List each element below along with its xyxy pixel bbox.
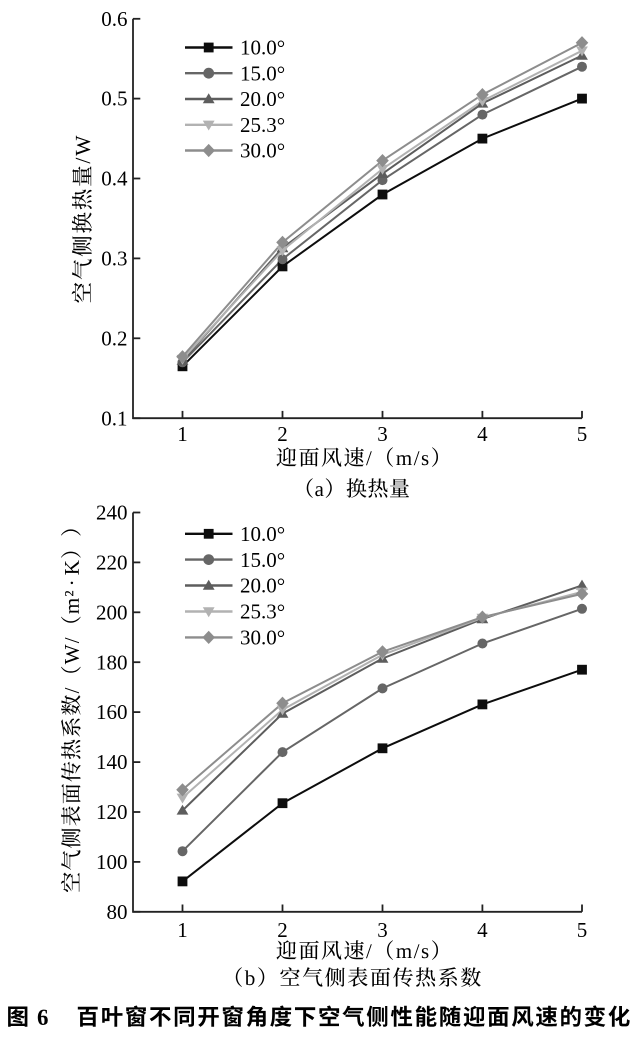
svg-text:30.0°: 30.0° [240, 139, 285, 163]
svg-text:10.0°: 10.0° [240, 522, 285, 546]
svg-text:20.0°: 20.0° [240, 574, 285, 598]
svg-text:2: 2 [277, 422, 288, 446]
svg-text:2: 2 [277, 918, 288, 942]
svg-text:4: 4 [477, 422, 488, 446]
svg-text:5: 5 [577, 422, 588, 446]
svg-text:0.4: 0.4 [101, 167, 128, 191]
svg-text:30.0°: 30.0° [240, 626, 285, 650]
svg-text:15.0°: 15.0° [240, 61, 285, 85]
svg-text:4: 4 [477, 918, 488, 942]
svg-text:3: 3 [377, 918, 388, 942]
svg-text:240: 240 [96, 501, 128, 525]
svg-text:0.2: 0.2 [101, 326, 127, 350]
svg-text:80: 80 [107, 900, 128, 924]
svg-text:160: 160 [96, 700, 128, 724]
svg-text:1: 1 [177, 422, 188, 446]
svg-text:220: 220 [96, 551, 128, 575]
svg-text:5: 5 [577, 918, 588, 942]
svg-text:20.0°: 20.0° [240, 87, 285, 111]
svg-text:180: 180 [96, 650, 128, 674]
svg-text:10.0°: 10.0° [240, 36, 285, 60]
svg-text:200: 200 [96, 600, 128, 624]
svg-text:0.1: 0.1 [101, 406, 127, 430]
svg-text:25.3°: 25.3° [240, 600, 285, 624]
svg-text:3: 3 [377, 422, 388, 446]
svg-text:100: 100 [96, 850, 128, 874]
svg-text:1: 1 [177, 918, 188, 942]
svg-text:0.3: 0.3 [101, 247, 127, 271]
svg-text:0.6: 0.6 [101, 7, 127, 31]
svg-text:25.3°: 25.3° [240, 113, 285, 137]
svg-text:0.5: 0.5 [101, 87, 127, 111]
svg-text:15.0°: 15.0° [240, 548, 285, 572]
svg-text:120: 120 [96, 800, 128, 824]
svg-text:140: 140 [96, 750, 128, 774]
